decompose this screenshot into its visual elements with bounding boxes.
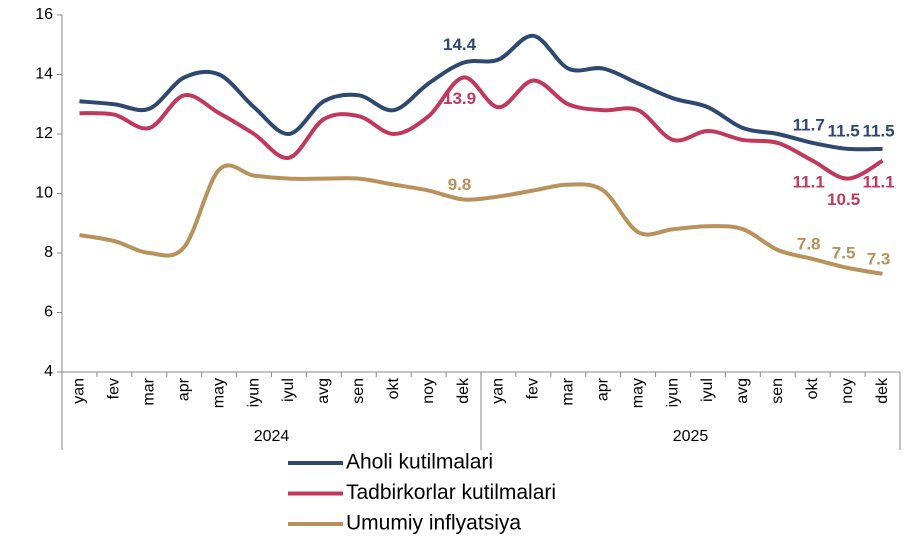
x-tick-label: mar [141, 377, 158, 405]
data-label: 11.5 [862, 121, 894, 140]
x-tick-label: okt [804, 377, 821, 399]
y-tick-label: 8 [44, 244, 53, 261]
y-tick-label: 12 [35, 125, 53, 142]
line-series [79, 163, 883, 276]
x-tick-label: iyul [280, 378, 297, 402]
y-tick-label: 16 [35, 6, 53, 23]
data-label: 7.5 [832, 243, 856, 262]
line-series [79, 33, 883, 152]
data-label: 7.3 [867, 249, 891, 268]
x-tick-label: noy [839, 378, 856, 404]
x-tick-label: yan [71, 378, 88, 404]
group-label: 2025 [673, 428, 709, 445]
data-label: 11.1 [793, 172, 825, 191]
x-tick-label: fev [106, 378, 123, 399]
x-tick-label: apr [175, 377, 192, 401]
x-tick-label: dek [455, 377, 472, 404]
data-label: 7.8 [797, 234, 821, 253]
data-label: 11.1 [862, 172, 894, 191]
x-tick-label: iyul [699, 378, 716, 402]
y-tick-label: 6 [44, 304, 53, 321]
data-label: 9.8 [448, 175, 472, 194]
legend-label: Umumiy inflyatsiya [346, 512, 521, 535]
y-tick-label: 10 [35, 185, 53, 202]
y-tick-label: 4 [44, 363, 53, 380]
x-tick-label: avg [734, 378, 751, 404]
data-label: 13.9 [443, 89, 476, 108]
data-label: 10.5 [827, 190, 860, 209]
x-tick-label: yan [490, 378, 507, 404]
x-tick-label: avg [315, 378, 332, 404]
x-tick-label: okt [385, 377, 402, 399]
data-label: 11.7 [793, 115, 825, 134]
x-tick-label: mar [560, 377, 577, 405]
y-tick-label: 14 [35, 66, 53, 83]
data-label: 11.5 [828, 121, 860, 140]
x-tick-label: noy [420, 378, 437, 404]
x-tick-label: dek [874, 377, 891, 404]
group-label: 2024 [254, 428, 290, 445]
x-tick-label: iyun [664, 378, 681, 407]
x-tick-label: fev [525, 378, 542, 399]
x-tick-label: iyun [245, 378, 262, 407]
legend-label: Aholi kutilmalari [346, 451, 493, 474]
x-tick-label: sen [350, 378, 367, 404]
x-tick-label: may [210, 378, 227, 408]
data-label: 14.4 [443, 35, 477, 54]
legend-label: Tadbirkorlar kutilmalari [346, 481, 556, 504]
x-tick-label: may [629, 378, 646, 408]
line-series [79, 75, 884, 181]
x-tick-label: sen [769, 378, 786, 404]
x-tick-label: apr [594, 377, 611, 401]
